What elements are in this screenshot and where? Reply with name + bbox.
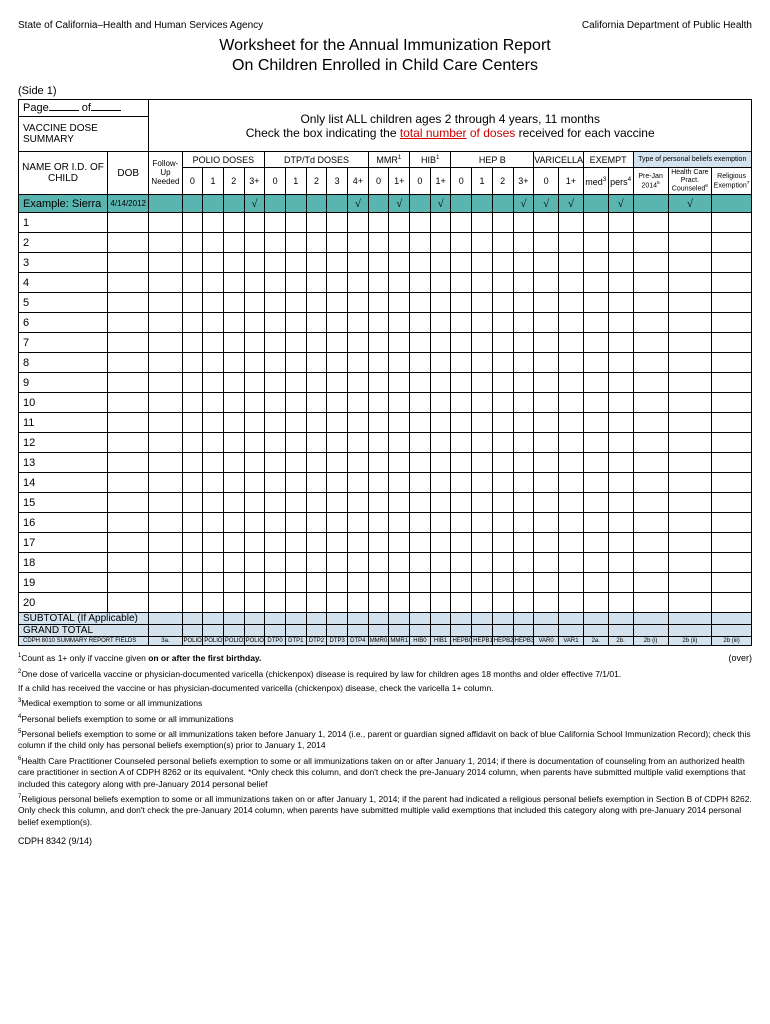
group-exempt-type: Type of personal beliefs exemption <box>633 152 752 168</box>
table-row[interactable]: 2 <box>19 233 752 253</box>
grand-total-row: GRAND TOTAL <box>19 625 752 637</box>
col-followup: Follow-Up Needed <box>149 152 182 195</box>
table-row[interactable]: 9 <box>19 373 752 393</box>
table-row[interactable]: 15 <box>19 493 752 513</box>
table-row[interactable]: 3 <box>19 253 752 273</box>
table-row[interactable]: 13 <box>19 453 752 473</box>
group-exempt: EXEMPT <box>583 152 633 168</box>
vaccine-dose-summary: VACCINE DOSE SUMMARY <box>19 117 149 152</box>
col-dob: DOB <box>107 152 148 195</box>
summary-row: CDPH 8010 SUMMARY REPORT FIELDS 3a. POLI… <box>19 637 752 646</box>
title-1: Worksheet for the Annual Immunization Re… <box>18 37 752 55</box>
agency-right: California Department of Public Health <box>582 20 752 31</box>
group-mmr: MMR1 <box>368 152 409 168</box>
table-row[interactable]: 14 <box>19 473 752 493</box>
group-hepb: HEP B <box>451 152 534 168</box>
page-cell[interactable]: Page of <box>19 100 149 117</box>
table-row[interactable]: 11 <box>19 413 752 433</box>
table-row[interactable]: 16 <box>19 513 752 533</box>
example-row: Example: Sierra 4/14/2012 √ √ √ √ √ √√ √… <box>19 195 752 213</box>
worksheet-table: Page of Only list ALL children ages 2 th… <box>18 99 752 646</box>
title-2: On Children Enrolled in Child Care Cente… <box>18 57 752 75</box>
table-row[interactable]: 19 <box>19 573 752 593</box>
instructions-cell: Only list ALL children ages 2 through 4 … <box>149 100 752 152</box>
agency-row: State of California–Health and Human Ser… <box>18 20 752 31</box>
table-row[interactable]: 18 <box>19 553 752 573</box>
table-row[interactable]: 1 <box>19 213 752 233</box>
table-row[interactable]: 17 <box>19 533 752 553</box>
group-polio: POLIO DOSES <box>182 152 265 168</box>
agency-left: State of California–Health and Human Ser… <box>18 20 263 31</box>
footnotes: 1Count as 1+ only if vaccine given on or… <box>18 652 752 828</box>
table-row[interactable]: 6 <box>19 313 752 333</box>
form-id: CDPH 8342 (9/14) <box>18 836 752 846</box>
table-row[interactable]: 7 <box>19 333 752 353</box>
title-block: Worksheet for the Annual Immunization Re… <box>18 37 752 75</box>
group-hib: HIB1 <box>410 152 451 168</box>
col-name: NAME OR I.D. OF CHILD <box>19 152 108 195</box>
subtotal-row: SUBTOTAL (If Applicable) <box>19 613 752 625</box>
table-row[interactable]: 10 <box>19 393 752 413</box>
table-row[interactable]: 5 <box>19 293 752 313</box>
table-row[interactable]: 12 <box>19 433 752 453</box>
table-row[interactable]: 8 <box>19 353 752 373</box>
group-varicella: VARICELLA2 <box>534 152 584 168</box>
table-row[interactable]: 4 <box>19 273 752 293</box>
table-row[interactable]: 20 <box>19 593 752 613</box>
group-dtp: DTP/Td DOSES <box>265 152 368 168</box>
side-label: (Side 1) <box>18 85 752 97</box>
